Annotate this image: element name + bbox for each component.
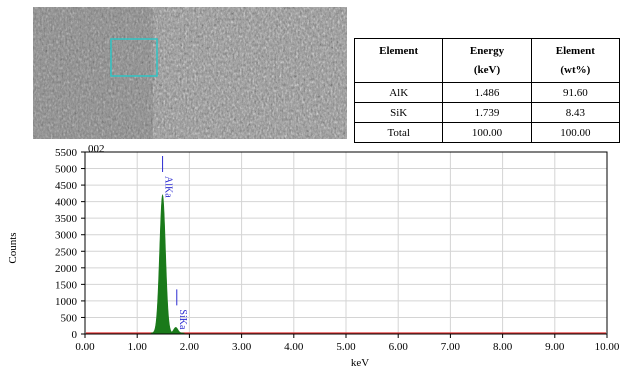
cell-element: AlK [353,82,444,103]
x-tick-label: 8.00 [493,341,513,353]
cell-weight: 8.43 [530,102,621,123]
cell-weight: 100.00 [530,122,621,143]
x-tick-label: 0.00 [75,341,95,353]
y-tick-label: 4000 [55,197,78,209]
x-axis-title: keV [351,357,369,369]
cell-weight: 91.60 [530,82,621,103]
y-tick-label: 5500 [55,147,78,159]
x-tick-label: 4.00 [284,341,304,353]
table-row: AlK 1.486 91.60 [353,82,621,103]
table-header-row: Element Energy (keV) Element (wt%) [353,38,621,83]
x-tick-label: 5.00 [336,341,356,353]
composition-table: Element Energy (keV) Element (wt%) AlK 1.4… [353,38,621,143]
header-weight: Element (wt%) [530,38,621,83]
table-row: Total 100.00 100.00 [353,122,621,143]
y-tick-label: 0 [72,329,78,341]
header-energy: Energy (keV) [442,38,532,83]
peak-label: SiKa [177,309,188,330]
x-tick-label: 10.00 [595,341,620,353]
spectrum-id-label: 002 [88,144,105,155]
y-tick-label: 2500 [55,246,78,258]
y-axis-title: Counts [7,232,19,263]
x-axis: 0.00 1.00 2.00 3.00 4.00 5.00 6.00 7.00 8.00 9.00… [75,334,620,353]
cell-element: Total [353,122,444,143]
y-tick-label: 2000 [55,263,78,275]
y-tick-label: 5000 [55,164,78,176]
y-tick-label: 500 [61,312,78,324]
cell-energy: 1.486 [442,82,532,103]
peak-label: AlKa [163,176,174,198]
cell-element: SiK [353,102,444,123]
x-tick-label: 9.00 [545,341,565,353]
x-tick-label: 7.00 [441,341,461,353]
selection-box [110,38,158,77]
spectrum-traces [86,194,606,335]
peak-sika [167,327,185,335]
peak-labels: AlKa SiKa [162,156,188,330]
header-element: Element [353,38,444,83]
y-tick-label: 4500 [55,180,78,192]
sem-micrograph [33,7,347,139]
y-tick-label: 1000 [55,296,78,308]
y-tick-label: 3000 [55,230,78,242]
y-tick-label: 3500 [55,213,78,225]
y-tick-label: 1500 [55,279,78,291]
eds-spectrum-chart: 0 500 1000 1500 2000 2500 3000 3500 4000 4500 5000… [7,144,620,369]
x-tick-label: 3.00 [232,341,252,353]
cell-energy: 1.739 [442,102,532,123]
y-axis: 0 500 1000 1500 2000 2500 3000 3500 4000 4500 5000… [55,147,85,341]
x-tick-label: 6.00 [389,341,409,353]
cell-energy: 100.00 [442,122,532,143]
peak-alka [150,194,175,335]
x-tick-label: 1.00 [128,341,148,353]
x-tick-label: 2.00 [180,341,200,353]
table-row: SiK 1.739 8.43 [353,102,621,123]
grid [85,152,607,334]
